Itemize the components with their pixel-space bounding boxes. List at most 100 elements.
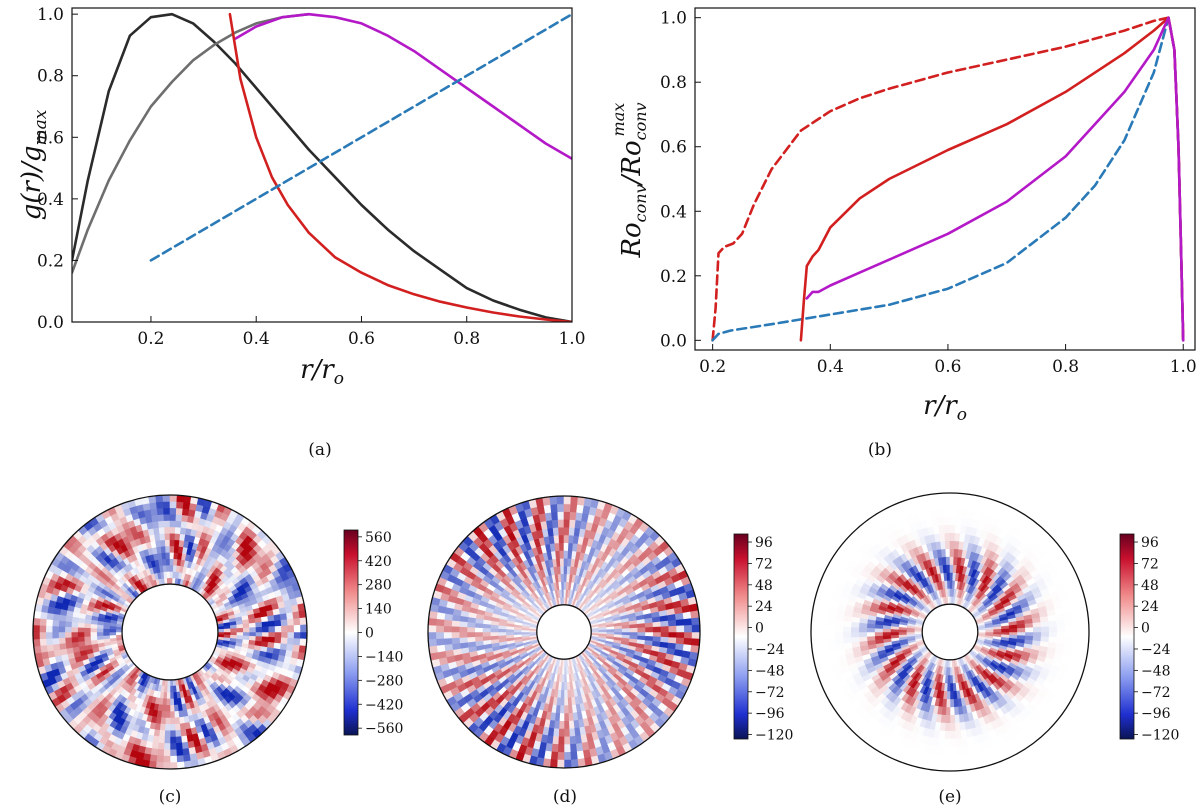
panel-a-series-black: [72, 12, 572, 322]
panel-e-field-cell: [945, 548, 951, 557]
panel-a-series-blue-dashed: [149, 12, 572, 262]
panel-c-colorbar: [343, 529, 359, 736]
panel-c-field-cell: [90, 635, 98, 641]
panel-e-field-cell: [938, 524, 946, 534]
panel-c-field-cell: [164, 717, 171, 725]
panel-c-field-cell: [249, 627, 257, 633]
panel-c-field-cell: [286, 618, 295, 627]
panel-c-field-cell: [45, 618, 54, 627]
panel-d-field-cell: [513, 631, 522, 635]
panel-c-field-cell: [236, 631, 244, 637]
panel-d-field-cell: [674, 612, 685, 621]
panel-d-field-cell: [543, 504, 552, 514]
panel-e-field-cell: [949, 691, 954, 700]
panel-c-field-cell: [287, 631, 295, 639]
panel-e-field-cell: [827, 643, 837, 652]
panel-d-field-cell: [557, 518, 565, 528]
panel-c-field-cell: [166, 564, 171, 572]
panel-e-field-cell: [939, 532, 946, 542]
panel-d-field-cell: [667, 619, 677, 627]
panel-c-field-cell: [169, 558, 175, 566]
panel-d-field-cell: [691, 638, 701, 647]
panel-c-field-cell: [152, 520, 160, 529]
panel-e-field-cell: [818, 638, 828, 647]
panel-d-field-cell: [427, 624, 437, 633]
panel-c-field-cell: [159, 532, 166, 541]
panel-d-field-cell: [676, 631, 685, 639]
panel-d-field-cell: [436, 644, 446, 653]
panel-c-field-cell: [70, 636, 79, 643]
panel-e-field-cell: [949, 746, 957, 756]
panel-b-y-tick-label: 0.6: [660, 138, 687, 158]
panel-d-field-cell: [474, 631, 483, 638]
panel-c-field-cell: [39, 617, 47, 626]
panel-a-x-tick-label: 1.0: [558, 329, 585, 349]
panel-d-field-cell: [435, 631, 445, 640]
panel-c-field-cell: [267, 615, 275, 623]
panel-d-inner-boundary: [536, 604, 592, 660]
panel-c-field-cell: [83, 627, 91, 633]
panel-d-field-cell: [556, 759, 565, 769]
panel-c-field-cell: [274, 625, 282, 633]
panel-d-annulus-field: [427, 495, 701, 769]
panel-c-field-cell: [169, 736, 177, 744]
panel-d-field-cell: [675, 637, 685, 645]
panel-c-field-cell: [157, 736, 165, 744]
panel-d-field-cell: [557, 511, 565, 520]
panel-d-field-cell: [691, 617, 701, 626]
panel-d-field-cell: [598, 629, 607, 633]
panel-b-series-red-solid: [799, 16, 1185, 342]
panel-c-field-cell: [169, 704, 175, 713]
panel-c-field-cell: [293, 624, 301, 633]
panel-c-field-cell: [39, 638, 47, 647]
panel-c-field-cell: [102, 634, 111, 640]
panel-e-field-cell: [944, 524, 951, 534]
panel-b-y-ticks: 0.00.20.40.60.81.0: [660, 9, 701, 351]
panel-d-colorbar-tick-label: 24: [755, 599, 773, 615]
panel-d-field-cell: [563, 751, 572, 761]
panel-e-field-cell: [1040, 626, 1050, 633]
panel-c-field-cell: [70, 621, 79, 628]
panel-e-field-cell: [1001, 628, 1010, 633]
panel-e-field-cell: [949, 524, 956, 534]
panel-b-caption: (b): [868, 440, 892, 460]
panel-d-field-cell: [552, 526, 560, 536]
panel-c-field-cell: [175, 507, 184, 516]
panel-e-field-cell: [1032, 622, 1042, 628]
panel-c-field-cell: [300, 624, 308, 633]
panel-c-field-cell: [223, 628, 232, 633]
panel-d-field-cell: [637, 623, 646, 629]
panel-c-field-cell: [161, 552, 167, 560]
panel-d-field-cell: [683, 618, 693, 627]
panel-d-field-cell: [563, 744, 571, 753]
panel-d-field-cell: [563, 689, 568, 699]
panel-d-field-cell: [521, 631, 530, 635]
panel-e-field-cell: [949, 699, 955, 708]
panel-d-field-cell: [567, 705, 573, 714]
panel-a-x-ticks: 0.2 0.4 0.6 0.8 1.0: [137, 316, 586, 349]
panel-e-field-cell: [1017, 627, 1026, 633]
panel-b-series-magenta-solid: [805, 16, 1185, 342]
panel-e-field-cell: [818, 624, 828, 633]
panel-c-field-cell: [169, 679, 174, 687]
panel-c-field-cell: [292, 611, 301, 620]
panel-d-field-cell: [691, 624, 701, 633]
panel-e-field-cell: [1032, 631, 1042, 638]
panel-c-field-cell: [45, 631, 53, 639]
panel-d-field-cell: [563, 713, 570, 722]
panel-a: 0.2 0.4 0.6 0.8 1.0 0.00.20.40.60.81.0 r/ro …: [17, 5, 586, 460]
panel-a-y-tick-label: 0.8: [37, 67, 64, 87]
panel-d-field-cell: [443, 631, 452, 639]
panel-d-field-cell: [443, 637, 453, 645]
panel-e-field-cell: [944, 532, 951, 542]
panel-b-series-group: [711, 16, 1185, 342]
panel-d-field-cell: [557, 736, 565, 746]
panel-a-series-red: [228, 12, 572, 322]
panel-c-field-cell: [164, 532, 171, 541]
panel-d-field-cell: [474, 635, 484, 642]
panel-e-field-cell: [935, 754, 944, 764]
panel-c-field-cell: [261, 621, 270, 628]
panel-d-field-cell: [482, 627, 491, 633]
